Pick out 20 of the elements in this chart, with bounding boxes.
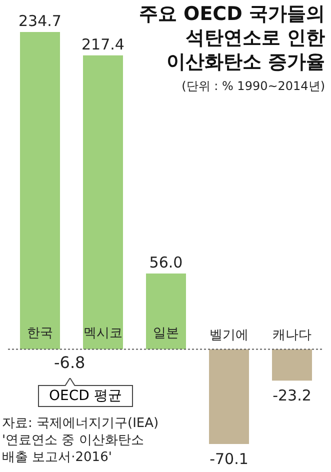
annotation: OECD 평균 — [38, 385, 133, 408]
bar — [20, 32, 60, 350]
bar — [272, 349, 312, 381]
x-tick-label: 한국 — [27, 326, 53, 342]
data-label: 234.7 — [18, 12, 62, 30]
x-tick-label: 벨기에 — [210, 328, 248, 344]
x-tick-label: 일본 — [153, 326, 179, 342]
chart-title: 주요 OECD 국가들의 석탄연소로 인한 이산화탄소 증가율 — [138, 2, 325, 74]
data-label: 217.4 — [82, 35, 124, 54]
data-label: -70.1 — [210, 450, 248, 468]
bar — [209, 349, 249, 444]
bar — [146, 274, 186, 350]
text: (단위 : % 1990~2014년) — [180, 78, 325, 95]
annotation: 자료: 국제에너지기구(IEA) '연료연소 중 이산화탄소 배출 보고서·2016' — [2, 415, 159, 466]
data-label: 56.0 — [149, 254, 183, 272]
data-label: -23.2 — [272, 386, 312, 405]
bar — [83, 55, 123, 350]
x-tick-label: 캐나다 — [272, 328, 312, 344]
annotation: -6.8 — [54, 353, 86, 372]
x-tick-label: 멕시코 — [84, 326, 122, 342]
